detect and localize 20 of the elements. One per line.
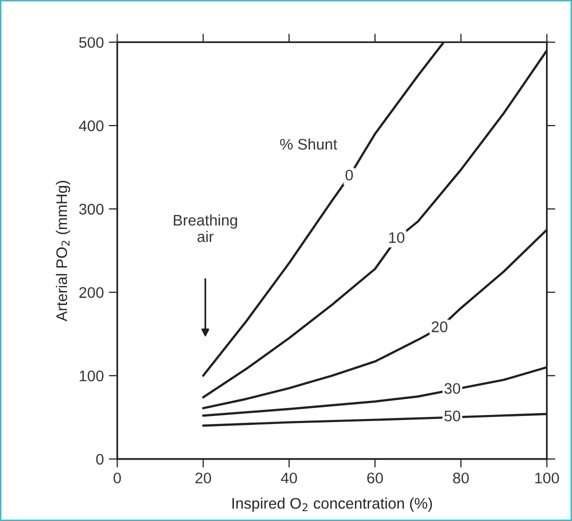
- y-tick-label: 500: [79, 37, 104, 48]
- annotation: % Shunt: [280, 138, 338, 150]
- x-tick-label: 60: [367, 472, 383, 484]
- y-tick-label: 0: [96, 454, 104, 465]
- y-axis-title: Arterial PO$_{2}$ (mmHg): [56, 180, 70, 322]
- y-tick-label: 100: [80, 370, 104, 382]
- annotation: 20: [432, 321, 448, 332]
- annotation: 30: [444, 383, 460, 394]
- x-tick-label: 40: [280, 472, 297, 484]
- annotation: 50: [444, 410, 460, 422]
- x-tick-label: 80: [453, 472, 469, 484]
- annotation: Breathing air: [174, 214, 238, 242]
- y-tick-label: 300: [79, 204, 104, 215]
- x-tick-label: 0: [114, 472, 121, 484]
- x-axis-title: Inspired O$_{2}$ concentration (%): [232, 498, 432, 512]
- y-tick-label: 400: [78, 120, 104, 132]
- x-tick-label: 20: [195, 472, 212, 484]
- x-tick-label: 100: [535, 472, 559, 484]
- y-tick-label: 200: [79, 287, 104, 298]
- annotation: 10: [389, 232, 404, 244]
